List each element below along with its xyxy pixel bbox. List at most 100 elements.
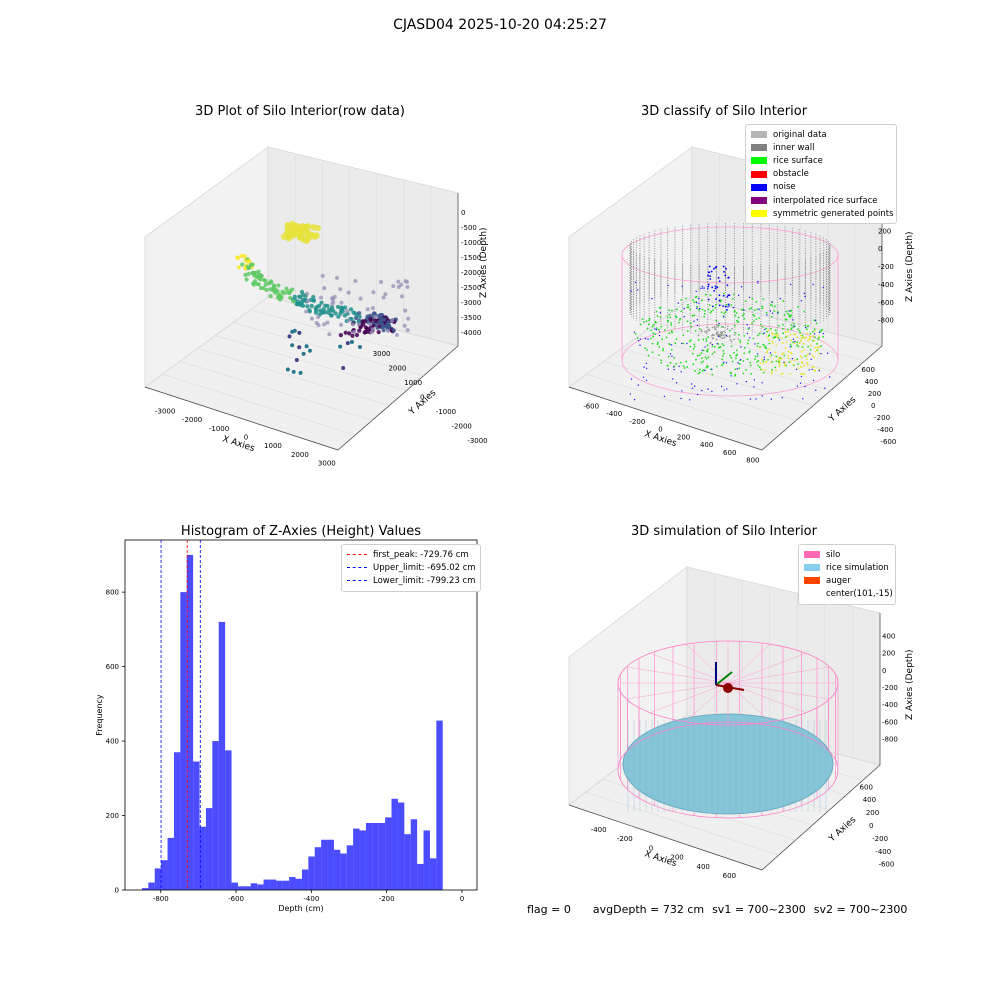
surface-point [644,347,647,349]
generated-point [787,350,790,353]
surface-point [686,366,689,368]
histogram-bar [365,822,373,890]
generated-point [806,332,809,335]
data-point [371,290,376,295]
surface-point [645,320,648,323]
surface-point [648,317,651,320]
data-point [357,328,362,333]
data-point [305,298,310,303]
surface-point [796,341,799,344]
generated-point [778,357,781,359]
surface-point [767,358,769,361]
data-point [370,314,375,320]
generated-point [783,361,786,364]
surface-point [675,362,678,365]
surface-point [698,371,701,374]
surface-point [759,323,762,326]
surface-point [699,368,701,371]
surface-point [724,311,727,313]
surface-point [667,320,670,323]
surface-point [809,332,812,335]
surface-point [769,303,772,306]
surface-point [655,327,658,330]
data-point [373,321,378,326]
surface-point [711,353,714,355]
surface-point [694,370,696,372]
surface-point [813,328,816,331]
data-point [251,281,256,286]
generated-point [774,351,776,354]
noise-point [746,323,749,326]
status-footer: flag = 0 avgDepth = 732 cm sv1 = 700~2300 s… [520,890,907,916]
auger-axis-x [715,684,745,691]
data-point [303,229,310,236]
data-point [307,309,313,314]
data-point [290,343,295,348]
generated-point [771,333,774,336]
data-point [329,313,334,318]
noise-point [675,382,678,384]
data-point [269,280,274,285]
noise-point [736,383,738,385]
data-point [258,285,264,291]
generated-point [818,368,820,371]
noise-point [629,393,632,395]
noise-point [818,370,820,372]
noise-point [810,358,812,360]
data-point [246,265,251,270]
surface-point [734,373,737,376]
noise-point [701,349,703,352]
generated-point [784,364,786,367]
data-point [235,255,240,261]
surface-point [747,342,749,345]
noise-point [778,339,781,341]
original-point [711,334,713,337]
data-point [370,306,375,311]
axis-tick-label: 0 [461,209,465,217]
original-point [731,327,733,330]
silo-spoke [727,653,806,684]
generated-point [776,336,779,338]
surface-point [662,348,665,350]
data-point [302,223,310,231]
noise-point [771,301,773,303]
data-point [330,296,335,301]
generated-point [803,342,805,345]
data-point [322,286,327,291]
data-point [308,297,314,303]
original-point [720,334,723,337]
tl-ylabel: Y Axies [407,388,439,418]
surface-point [792,341,795,344]
noise-point [728,305,730,307]
surface-point [788,361,791,364]
data-point [350,333,355,338]
histogram-bar [423,830,430,890]
silo-spoke [727,682,806,713]
data-point [368,313,373,318]
surface-point [774,329,777,332]
noise-point [710,270,713,273]
surface-point [666,364,669,367]
tl-xlabel: X Axies [221,434,256,454]
rice-outline [622,713,834,815]
surface-point [733,352,736,354]
data-point [316,323,321,328]
data-point [371,316,376,321]
legend-item: interpolated rice surface [751,194,891,207]
surface-point [695,295,698,298]
data-point [313,306,318,311]
data-point [313,232,320,239]
generated-point [793,342,796,345]
data-point [285,290,290,295]
noise-point [637,384,640,386]
noise-point [763,356,766,358]
axis-tick-label: -800 [882,736,898,744]
noise-point [642,376,645,378]
generated-point [808,338,811,341]
data-point [384,324,389,330]
generated-point [770,332,773,334]
generated-point [811,366,813,369]
surface-point [718,346,720,349]
histogram-bar [148,882,155,890]
noise-point [707,271,710,274]
